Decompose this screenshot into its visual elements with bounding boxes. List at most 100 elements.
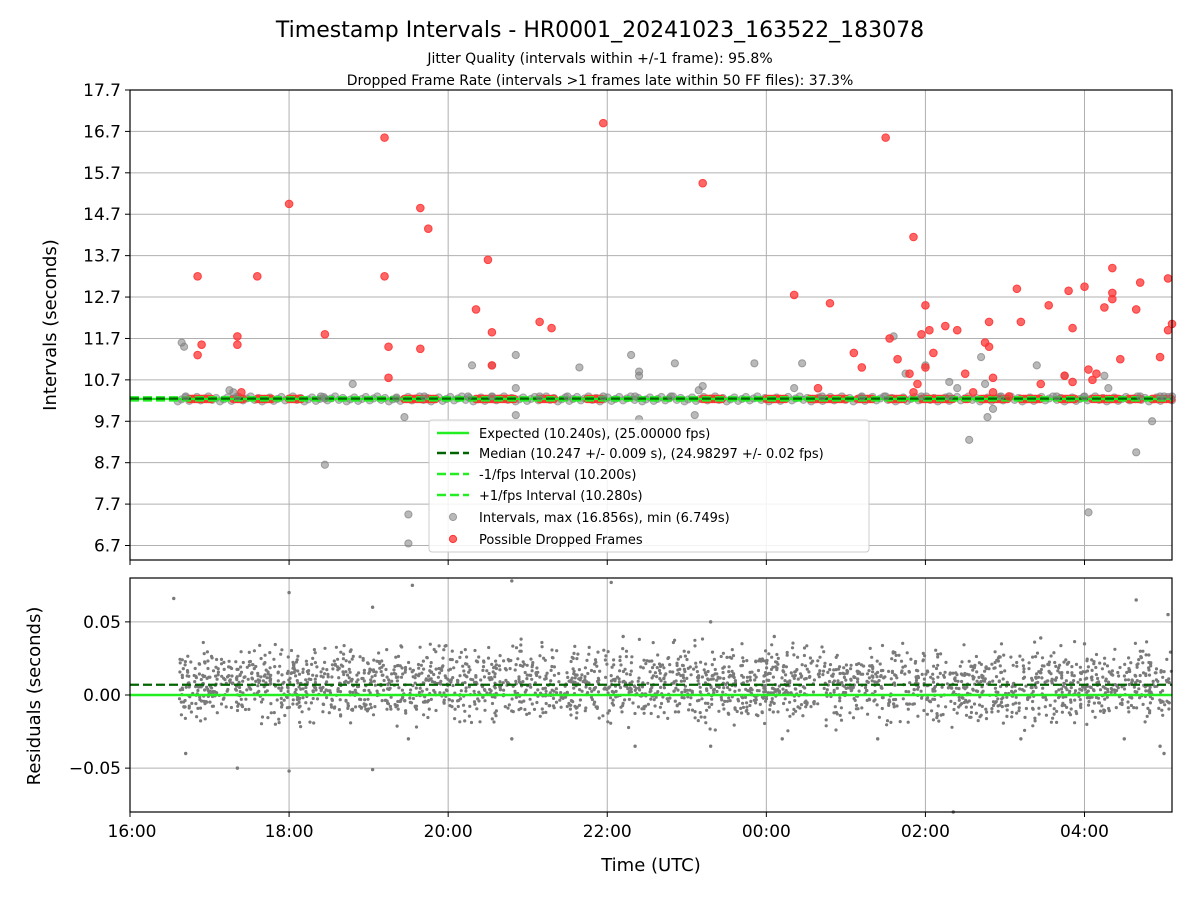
residual-point [315, 697, 320, 701]
residual-point [208, 675, 212, 679]
residual-point [304, 690, 308, 694]
interval-point [179, 342, 189, 351]
dropped-frame-point [237, 387, 246, 397]
residual-point [1147, 666, 1151, 670]
residual-point [482, 659, 486, 663]
residual-point [1036, 680, 1040, 685]
residual-point [509, 658, 513, 663]
residual-point [1024, 684, 1028, 688]
residual-point [439, 667, 443, 671]
residual-point [740, 642, 744, 646]
residual-point [348, 660, 352, 664]
residual-point [931, 689, 935, 693]
residual-point [177, 697, 182, 701]
residual-point [696, 719, 700, 723]
residual-point [266, 670, 270, 674]
residual-point [1143, 720, 1147, 724]
residual-point [422, 713, 426, 717]
residual-point [877, 715, 882, 719]
residual-point [621, 680, 625, 684]
top-y-tick-label: 9.7 [94, 412, 121, 432]
residual-point [685, 676, 689, 681]
residual-point [849, 677, 853, 681]
residual-point [277, 717, 281, 721]
residual-point [464, 689, 468, 693]
residual-point [856, 680, 860, 684]
residual-point [931, 672, 935, 676]
residual-point [414, 725, 419, 729]
residual-point [621, 669, 626, 674]
residual-point [794, 709, 798, 713]
residual-point [656, 715, 660, 719]
residual-point [803, 686, 807, 690]
residual-point [306, 672, 310, 676]
residual-point [664, 672, 668, 676]
residual-point [640, 685, 645, 689]
residual-point [483, 699, 487, 703]
residual-point [815, 664, 819, 668]
residual-point [1167, 707, 1171, 711]
residual-point [1068, 689, 1072, 693]
residual-point [727, 665, 731, 669]
residual-point [770, 697, 774, 701]
residual-point [203, 688, 207, 692]
residual-point [712, 657, 717, 662]
residual-point [313, 677, 317, 681]
residual-point [658, 705, 663, 709]
residual-point [784, 673, 788, 677]
residual-point [330, 697, 334, 701]
interval-point [320, 460, 329, 469]
residual-point [254, 664, 258, 669]
residual-point [944, 660, 948, 665]
residual-point [832, 668, 836, 672]
dropped-frame-point [535, 317, 544, 327]
residual-point [1005, 695, 1009, 699]
residual-point [1047, 660, 1051, 664]
dropped-frame-point [857, 363, 867, 372]
residual-point [421, 659, 425, 663]
interval-point [535, 392, 544, 401]
residual-point [772, 634, 776, 639]
residual-point [514, 679, 518, 683]
residual-point [399, 675, 404, 679]
residual-point [936, 704, 940, 708]
residual-point [321, 667, 325, 671]
residual-point [938, 671, 942, 676]
residual-point [557, 671, 561, 676]
residual-point [1106, 690, 1110, 694]
residual-point [1015, 664, 1019, 668]
residual-point [311, 656, 315, 661]
top-y-tick-label: 15.7 [83, 164, 121, 184]
residual-point [781, 665, 786, 669]
residual-point [1163, 703, 1167, 707]
residual-point [790, 646, 795, 650]
residual-point [313, 651, 317, 655]
residual-point [627, 697, 632, 702]
residual-point [791, 674, 795, 678]
residual-point [1164, 678, 1169, 683]
residual-point [633, 711, 637, 716]
residual-point [323, 672, 327, 676]
residual-point [341, 657, 345, 661]
residual-point [595, 664, 599, 668]
residual-point [1137, 658, 1141, 662]
residual-point [788, 714, 792, 718]
residual-point [346, 704, 350, 708]
residual-point [710, 650, 715, 654]
residual-point [761, 659, 765, 663]
residual-point [953, 679, 958, 683]
residual-point [875, 680, 879, 684]
residual-point [1133, 673, 1137, 678]
residual-point [483, 708, 487, 712]
residual-point [377, 651, 381, 655]
residual-point [775, 652, 779, 657]
residual-point [510, 579, 514, 583]
residual-point [1017, 706, 1021, 710]
residual-point [518, 663, 523, 668]
residual-point [715, 689, 719, 694]
residual-point [1081, 685, 1085, 689]
residual-point [215, 711, 219, 715]
dropped-frame-point [380, 272, 389, 281]
residual-point [400, 645, 404, 649]
dropped-frame-point [885, 334, 894, 343]
